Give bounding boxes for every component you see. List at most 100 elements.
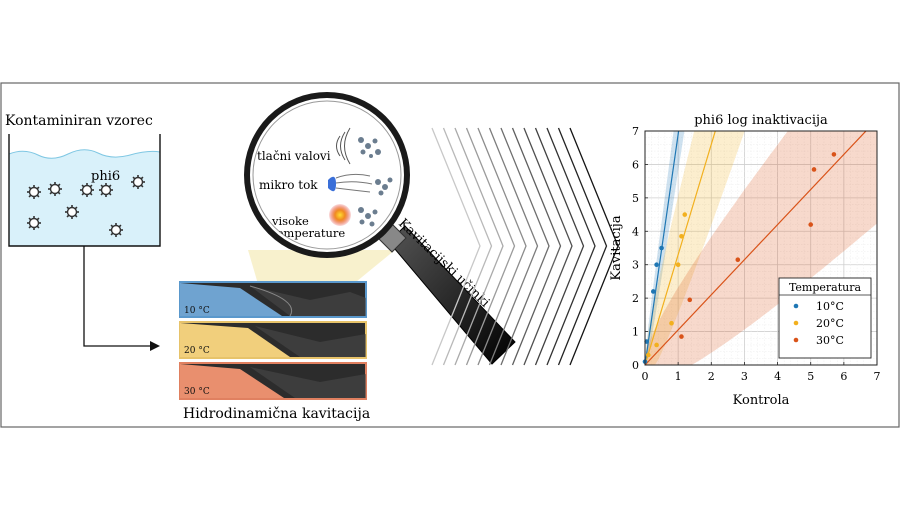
chevron-line	[477, 127, 527, 366]
virus-particle	[48, 182, 62, 196]
flow-arrow-line	[83, 246, 152, 347]
data-point	[831, 152, 837, 157]
data-point	[654, 342, 659, 348]
x-tick-label: 0	[642, 370, 649, 383]
data-point	[679, 334, 684, 339]
y-tick-label: 4	[632, 225, 639, 238]
data-point	[650, 289, 656, 294]
chart-title: phi6 log inaktivacija	[694, 113, 828, 128]
chevron-line	[500, 127, 550, 366]
effect-microjet-label: mikro tok	[259, 178, 318, 192]
figure-border	[0, 82, 900, 428]
sample-title: Kontaminiran vzorec	[5, 113, 153, 129]
data-point	[646, 352, 651, 358]
panel-10c-fill	[180, 283, 282, 316]
y-tick-label: 7	[632, 125, 639, 138]
chevron-line	[523, 127, 573, 366]
data-point	[675, 262, 681, 268]
chevron-line	[534, 127, 585, 366]
x-tick-label: 7	[874, 370, 881, 383]
flow-arrow-head	[150, 341, 160, 351]
magnifier-lens	[252, 100, 402, 250]
chevron-line	[442, 127, 493, 366]
data-point	[687, 297, 693, 303]
data-point	[644, 339, 649, 344]
axis-ticks: 0 1 2 3 4 5 6 7 0 1 2 3 4 5 6 7	[632, 125, 881, 383]
panel-20c: 20 °C	[179, 321, 367, 359]
x-tick-label: 1	[675, 370, 682, 383]
pressure-waves-icon	[336, 127, 381, 165]
x-tick-label: 6	[840, 370, 847, 383]
panel-30c-texture	[250, 367, 366, 398]
cavitation-caption: Hidrodinamična kavitacija	[183, 406, 370, 422]
legend-marker	[793, 337, 799, 343]
x-tick-label: 3	[741, 370, 748, 383]
fit-line-2	[645, 131, 867, 365]
chevron-line	[431, 127, 481, 366]
data-point	[735, 257, 741, 263]
data-point	[659, 245, 664, 251]
data-points	[642, 152, 837, 364]
y-tick-label: 1	[632, 326, 639, 339]
y-tick-label: 5	[632, 192, 639, 205]
micro-jet-icon	[328, 173, 393, 196]
panel-10c-texture	[250, 286, 366, 316]
sample-section: Kontaminiran vzorec phi6	[5, 113, 161, 351]
y-tick-label: 3	[632, 259, 639, 272]
legend-entry: 10°C	[816, 300, 844, 313]
confidence-band-1	[645, 131, 745, 365]
panel-30c: 30 °C	[179, 362, 367, 400]
panel-10c-vapor	[249, 285, 293, 317]
chevron-line	[569, 127, 619, 366]
data-point	[654, 262, 659, 268]
panel-20c-texture	[255, 326, 366, 357]
x-tick-label: 2	[708, 370, 715, 383]
fit-line-0	[645, 131, 680, 365]
y-tick-label: 0	[632, 359, 639, 372]
data-point	[679, 234, 684, 239]
panel-10c-label: 10 °C	[184, 306, 210, 316]
y-tick-label: 6	[632, 158, 639, 171]
fit-lines	[645, 131, 867, 365]
confidence-band-0	[645, 131, 685, 365]
chevron-line	[546, 127, 596, 366]
data-point	[669, 320, 674, 326]
legend-entry: 30°C	[816, 334, 844, 347]
panel-30c-label: 30 °C	[184, 387, 210, 397]
legend-title: Temperatura	[789, 281, 862, 294]
virus-particle	[27, 216, 41, 230]
panel-10c: 10 °C	[179, 281, 367, 318]
virus-particle	[131, 175, 145, 189]
virus-particle	[27, 185, 41, 199]
legend-box	[778, 277, 872, 359]
virus-label: phi6	[91, 169, 120, 184]
legend-entry: 20°C	[816, 317, 844, 330]
effect-heat-label-1: visoke	[271, 214, 309, 228]
data-point	[808, 222, 814, 227]
virus-particle	[109, 223, 123, 237]
virus-particle	[65, 205, 79, 219]
panel-20c-label: 20 °C	[184, 346, 210, 356]
effect-heat-label-2: temperature	[272, 226, 345, 240]
data-point	[682, 212, 688, 217]
effect-chevrons	[431, 127, 619, 366]
chart: phi6 log inaktivacija 0 1 2 3 4 5 6 7 0 1 2 3 4 5 6 7 K…	[609, 113, 881, 408]
legend-marker	[793, 320, 799, 326]
x-tick-label: 4	[774, 370, 781, 383]
chevron-line	[465, 127, 516, 366]
y-axis-label: Kavitacija	[609, 215, 624, 280]
cavitation-section: 10 °C 20 °C 30 °C Hidrodinamična kavitac…	[179, 250, 395, 422]
water-surface	[8, 149, 161, 159]
plot-frame	[644, 130, 878, 366]
virus-particle	[80, 183, 94, 197]
chart-legend: Temperatura 10°C 20°C 30°C	[778, 277, 872, 359]
virus-particles	[27, 175, 145, 237]
fit-line-1	[645, 131, 716, 365]
x-axis-label: Kontrola	[733, 393, 790, 408]
x-tick-label: 5	[807, 370, 814, 383]
confidence-bands	[645, 131, 877, 365]
y-tick-label: 2	[632, 292, 639, 305]
heat-icon	[329, 204, 378, 227]
